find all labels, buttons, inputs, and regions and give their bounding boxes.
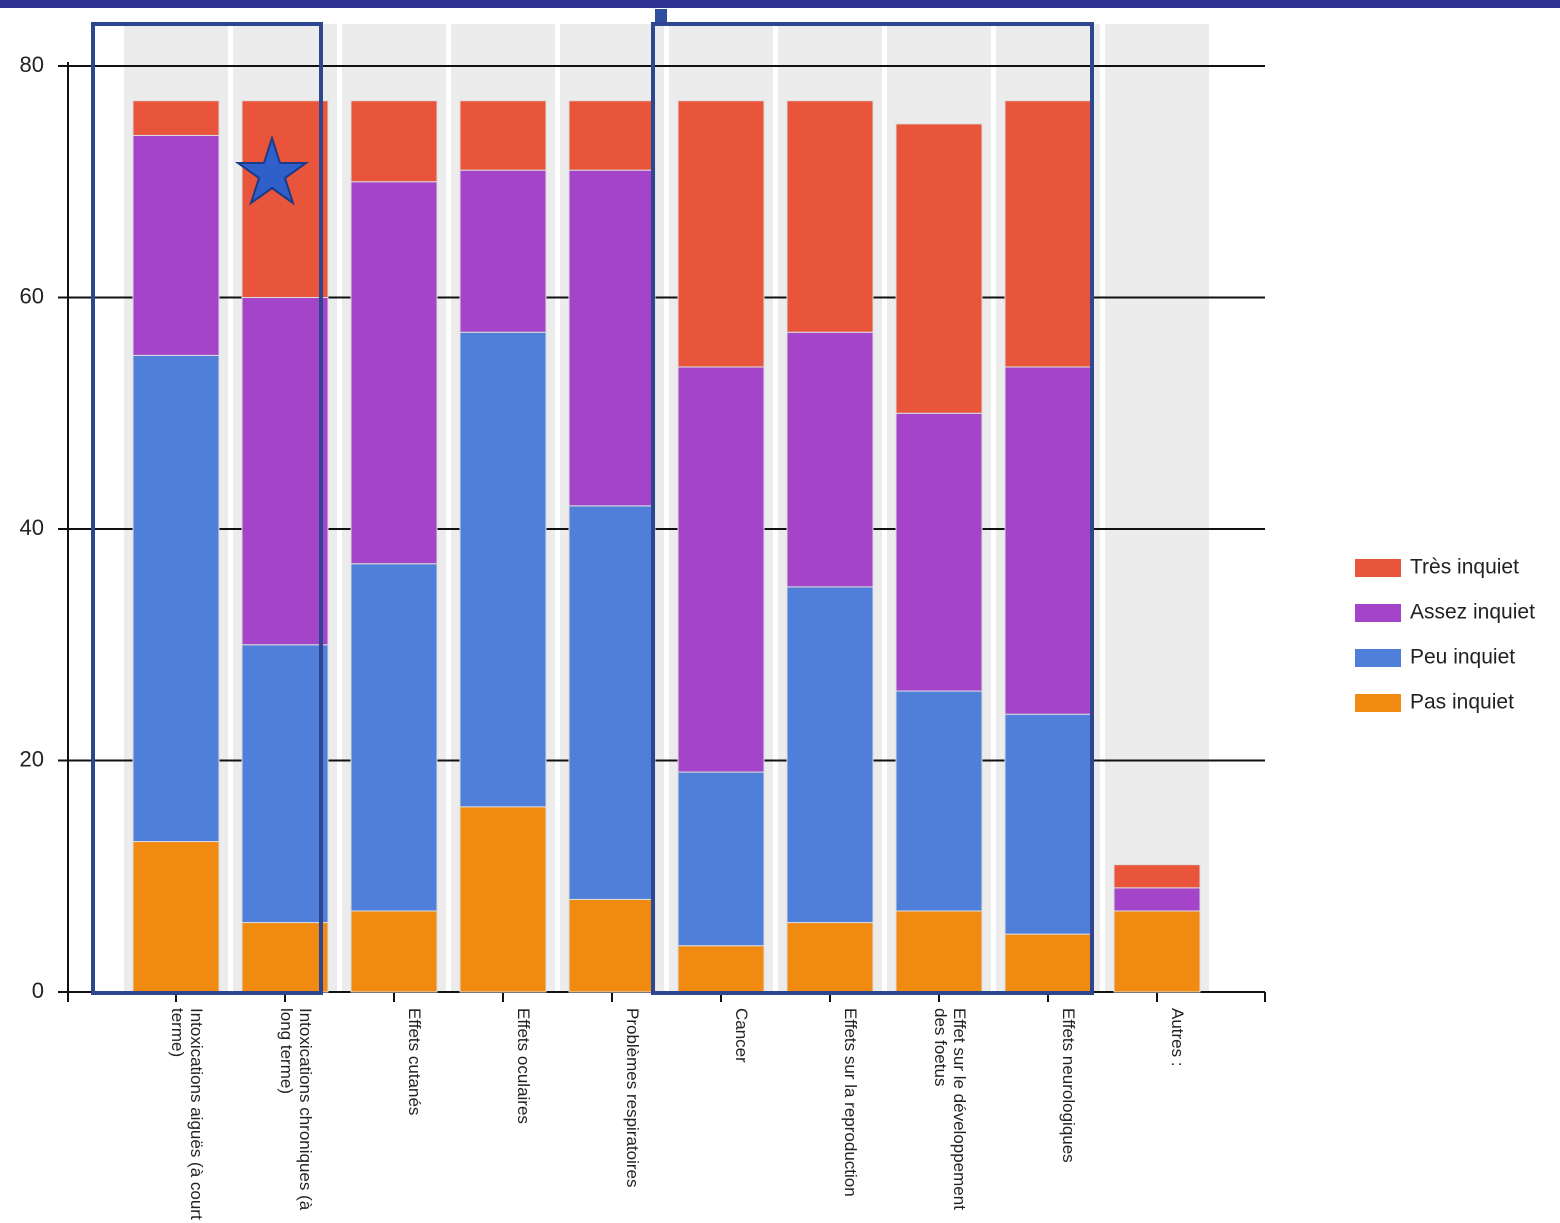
bar-segment: [241, 644, 329, 924]
bar-segment: [786, 331, 874, 588]
bar-segment: [1004, 933, 1092, 993]
bar-segment: [568, 100, 656, 171]
bar-segment: [1113, 864, 1201, 889]
bar-segment: [677, 100, 765, 368]
bar-segment: [459, 169, 547, 333]
x-tick-label: Effet sur le développement des foetus: [931, 1008, 969, 1210]
x-tick-label: Problèmes respiratoires: [623, 1008, 642, 1188]
bar-segment: [459, 100, 547, 171]
legend-swatch: [1355, 559, 1401, 577]
highlight-box: [651, 22, 1094, 995]
y-tick-label: 60: [20, 283, 44, 308]
bar-segment: [459, 806, 547, 993]
bar-segment: [895, 123, 983, 414]
star: [234, 134, 310, 206]
x-tick-label: Effets oculaires: [514, 1008, 533, 1124]
legend-label: Très inquiet: [1410, 556, 1519, 579]
legend-swatch: [1355, 694, 1401, 712]
bar-segment: [241, 922, 329, 993]
bar-segment: [350, 100, 438, 183]
bar-segment: [132, 134, 220, 356]
x-tick-label: Intoxications chroniques (à long terme): [277, 1008, 315, 1211]
x-tick-label: Cancer: [732, 1008, 751, 1063]
bar-segment: [786, 100, 874, 333]
bar-segment: [350, 910, 438, 993]
legend-label: Peu inquiet: [1410, 646, 1515, 669]
y-tick-label: 40: [20, 515, 44, 540]
x-tick-label: Intoxications aiguës (à court terme): [168, 1008, 206, 1220]
bar-segment: [677, 945, 765, 993]
bar-segment: [1113, 887, 1201, 912]
bar-segment: [132, 354, 220, 843]
bar-segment: [895, 412, 983, 692]
y-tick-label: 80: [20, 52, 44, 77]
legend-swatch: [1355, 649, 1401, 667]
bar-segment: [241, 297, 329, 646]
legend-label: Pas inquiet: [1410, 691, 1514, 714]
y-tick-label: 20: [20, 746, 44, 771]
bar-segment: [1004, 100, 1092, 368]
bar-segment: [677, 771, 765, 947]
bars: [132, 100, 1201, 993]
bar-segment: [786, 922, 874, 993]
bar-segment: [1004, 713, 1092, 935]
bar-segment: [568, 505, 656, 900]
bar-segment: [677, 366, 765, 773]
bar-background: [1105, 24, 1209, 992]
top-band: [0, 0, 1560, 8]
x-tick-label: Autres :: [1168, 1008, 1187, 1067]
highlight-box: [91, 22, 323, 995]
bar-segment: [895, 910, 983, 993]
x-tick-label: Effets neurologiques: [1059, 1008, 1078, 1163]
legend: Pas inquiet Peu inquiet Assez inquiet Très …: [1355, 556, 1535, 714]
handle: [655, 9, 667, 23]
bar-segment: [459, 331, 547, 808]
legend-label: Assez inquiet: [1410, 601, 1535, 624]
legend-swatch: [1355, 604, 1401, 622]
bar-segment: [350, 181, 438, 565]
bar-segment: [350, 563, 438, 912]
bar-segment: [568, 898, 656, 993]
x-tick-label: Effets sur la reproduction: [841, 1008, 860, 1197]
x-tick-label: Effets cutanés: [405, 1008, 424, 1116]
bar-segment: [132, 100, 220, 136]
bar-segment: [786, 586, 874, 924]
bar-segment: [1113, 910, 1201, 993]
bar-segment: [895, 690, 983, 912]
y-tick-label: 0: [32, 978, 44, 1003]
bar-segment: [132, 841, 220, 993]
bar-segment: [568, 169, 656, 507]
bar-segment: [1004, 366, 1092, 715]
